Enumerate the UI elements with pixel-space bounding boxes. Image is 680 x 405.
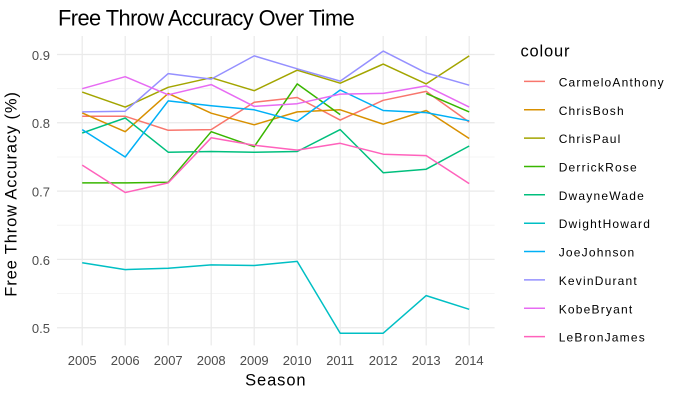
svg-text:colour: colour bbox=[521, 42, 571, 60]
svg-text:2005: 2005 bbox=[68, 353, 97, 368]
svg-text:2008: 2008 bbox=[197, 353, 226, 368]
svg-text:2006: 2006 bbox=[111, 353, 140, 368]
svg-text:0.7: 0.7 bbox=[32, 185, 50, 200]
svg-text:0.8: 0.8 bbox=[32, 116, 50, 131]
svg-text:0.5: 0.5 bbox=[32, 321, 50, 336]
svg-text:2014: 2014 bbox=[455, 353, 484, 368]
svg-text:2007: 2007 bbox=[154, 353, 183, 368]
svg-text:Season: Season bbox=[245, 372, 306, 390]
svg-text:0.9: 0.9 bbox=[32, 48, 50, 63]
svg-text:DwayneWade: DwayneWade bbox=[559, 189, 645, 203]
svg-text:2010: 2010 bbox=[283, 353, 312, 368]
svg-text:2013: 2013 bbox=[412, 353, 441, 368]
svg-text:0.6: 0.6 bbox=[32, 253, 50, 268]
svg-text:KevinDurant: KevinDurant bbox=[559, 274, 638, 288]
svg-text:Free Throw Accuracy (%): Free Throw Accuracy (%) bbox=[3, 91, 21, 296]
svg-text:CarmeloAnthony: CarmeloAnthony bbox=[559, 76, 665, 90]
svg-text:ChrisBosh: ChrisBosh bbox=[559, 104, 625, 118]
svg-text:DerrickRose: DerrickRose bbox=[559, 161, 638, 175]
svg-text:Free Throw Accuracy Over Time: Free Throw Accuracy Over Time bbox=[58, 6, 355, 31]
svg-text:2009: 2009 bbox=[240, 353, 269, 368]
svg-text:JoeJohnson: JoeJohnson bbox=[559, 246, 636, 260]
svg-text:KobeBryant: KobeBryant bbox=[559, 302, 634, 316]
svg-text:LeBronJames: LeBronJames bbox=[559, 331, 646, 345]
svg-text:2011: 2011 bbox=[326, 353, 354, 368]
svg-text:2012: 2012 bbox=[369, 353, 398, 368]
svg-text:ChrisPaul: ChrisPaul bbox=[559, 132, 622, 146]
svg-text:DwightHoward: DwightHoward bbox=[559, 217, 651, 231]
